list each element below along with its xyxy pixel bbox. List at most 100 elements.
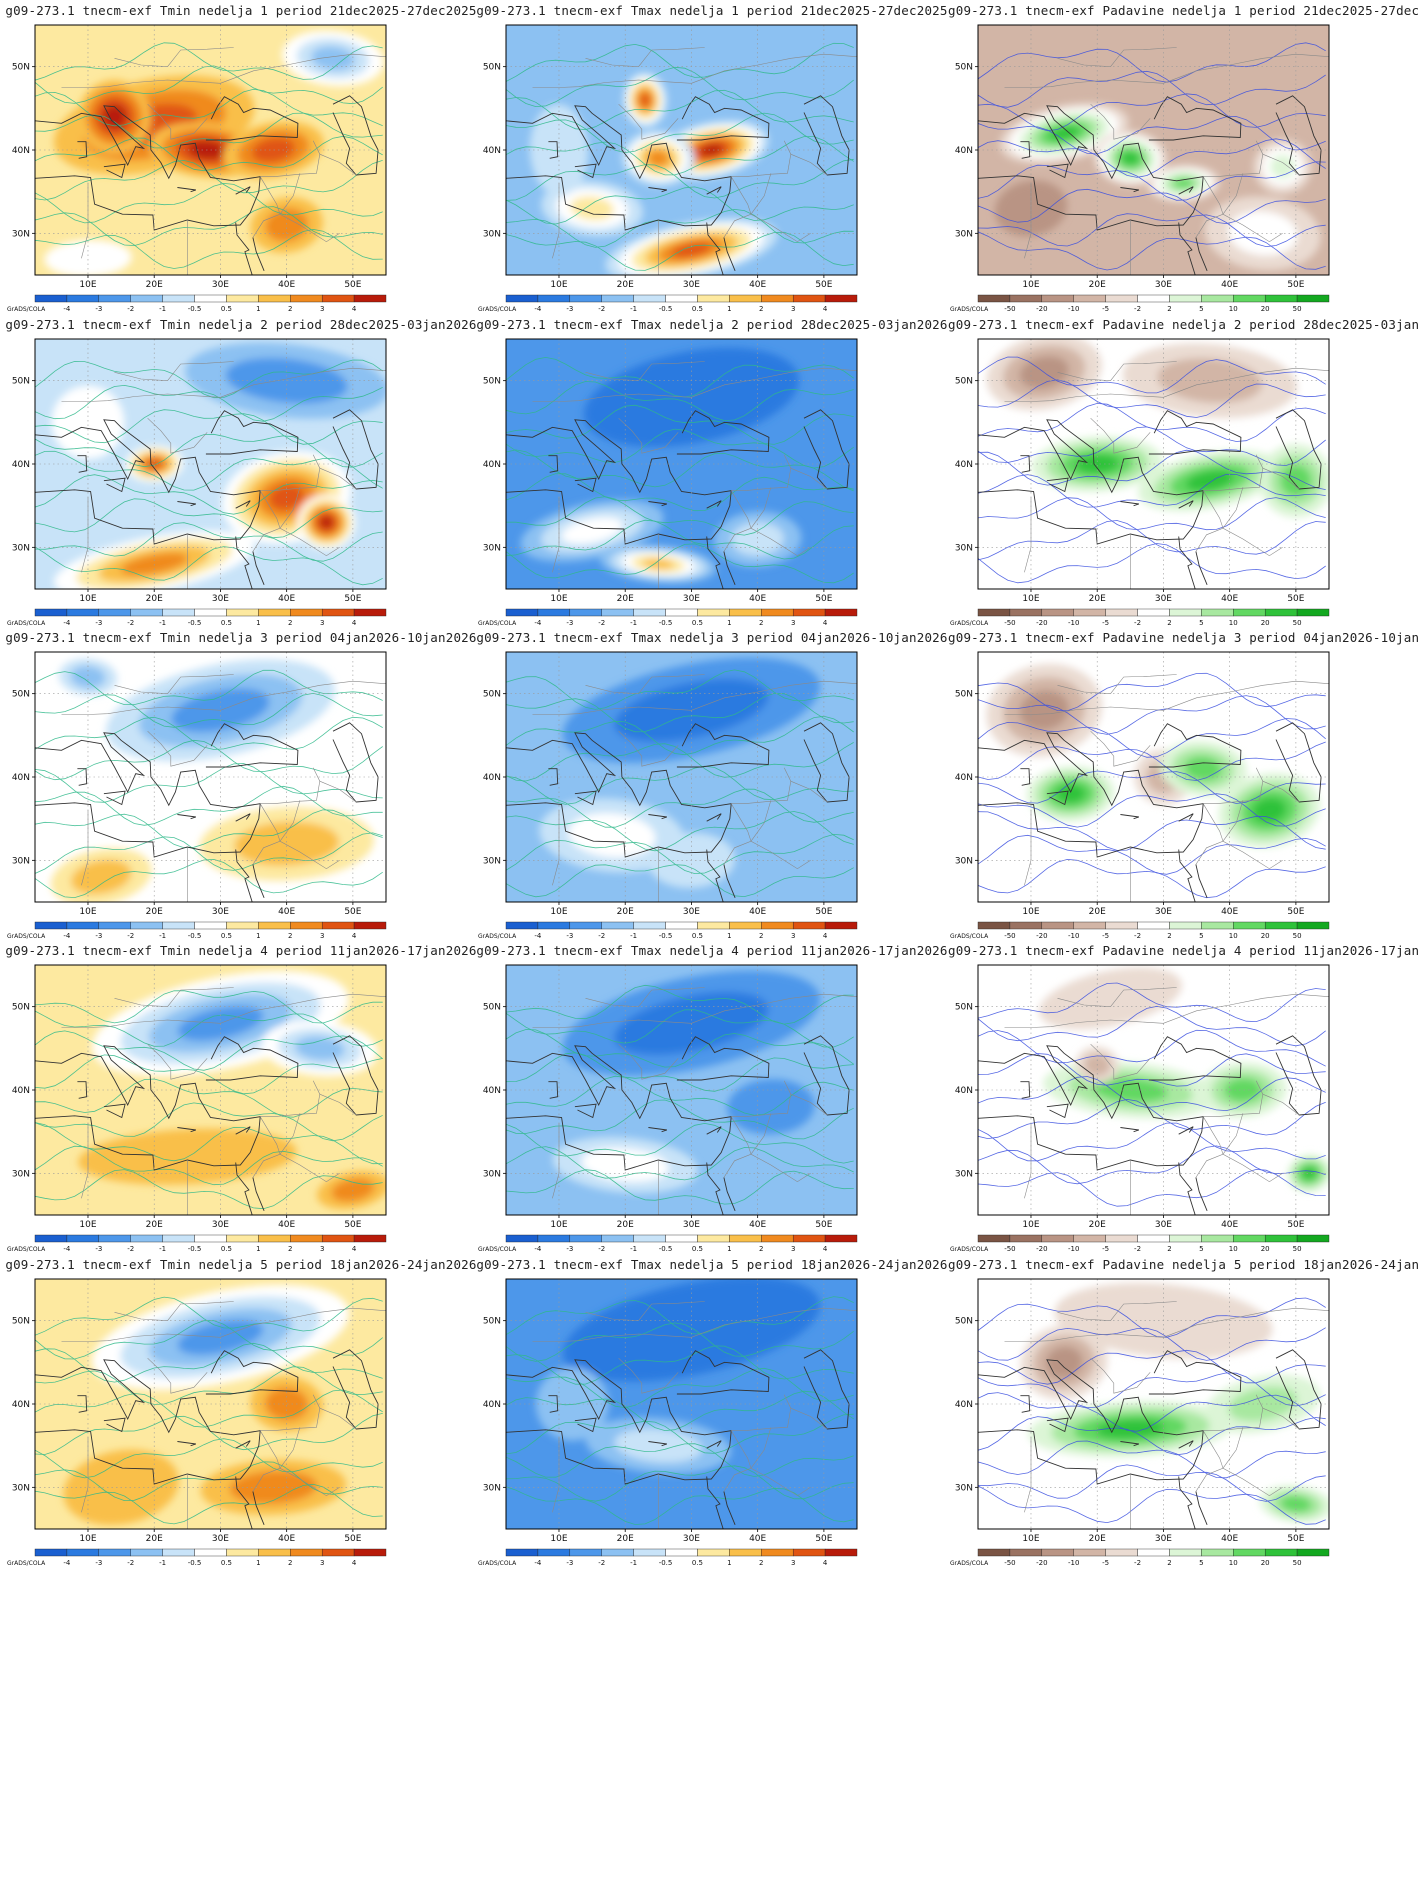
country-border	[1004, 53, 1329, 88]
colorbar-swatch	[824, 1234, 858, 1243]
contour-line	[978, 213, 1326, 248]
contour-line	[978, 356, 1326, 394]
contour-line	[506, 208, 854, 248]
longitude-label: 40E	[278, 594, 295, 604]
colorbar-label: -2	[127, 305, 134, 313]
coastline	[1020, 455, 1031, 473]
contour-line	[978, 672, 1326, 712]
longitude-label: 30E	[683, 1220, 700, 1230]
colorbar-swatch	[1073, 921, 1106, 930]
latitude-label: 40N	[955, 773, 973, 783]
colorbar-label: -4	[534, 619, 542, 627]
colorbar-label: 4	[823, 619, 828, 627]
colorbar-swatch	[761, 294, 794, 303]
contour-line	[978, 473, 1326, 508]
longitude-label: 20E	[1089, 907, 1106, 917]
colorbar-label: -2	[598, 619, 605, 627]
longitude-label: 20E	[146, 594, 163, 604]
contour-line	[978, 231, 1326, 271]
contour-line	[35, 1030, 383, 1071]
contour-line	[35, 1342, 383, 1383]
country-border	[279, 800, 301, 842]
country-border	[1057, 361, 1177, 382]
colorbar-swatch	[665, 294, 698, 303]
colorbar-swatch	[290, 921, 323, 930]
country-border	[1222, 173, 1244, 215]
grads-tag: GrADS/COLA	[7, 306, 46, 313]
colorbar-swatch	[569, 1548, 602, 1557]
colorbar-label: -20	[1036, 1559, 1047, 1567]
contour-line	[35, 669, 383, 705]
colorbar-label: 1	[727, 932, 731, 940]
colorbar-label: -5	[1102, 932, 1109, 940]
contour-line	[978, 1145, 1326, 1185]
colorbar-swatch	[1201, 1548, 1234, 1557]
colorbar-swatch	[194, 294, 227, 303]
contour-line	[978, 1076, 1326, 1112]
colorbar-label: 4	[352, 619, 357, 627]
colorbar-swatch	[1233, 294, 1266, 303]
longitude-label: 50E	[344, 594, 361, 604]
colorbar-label: 5	[1199, 1245, 1203, 1253]
contour-line	[506, 1146, 854, 1181]
coastline	[1120, 1127, 1140, 1133]
latitude-label: 30N	[955, 1169, 973, 1179]
country-border	[1262, 467, 1300, 490]
map-panel: g09-273.1 tnecm-exf Padavine nedelja 1 p…	[948, 0, 1420, 375]
contour-line	[978, 497, 1326, 531]
coastline	[77, 141, 88, 159]
contour-line	[35, 1010, 383, 1047]
colorbar-label: -0.5	[659, 932, 673, 940]
colorbar-label: 20	[1261, 1245, 1270, 1253]
colorbar-swatch	[1169, 608, 1202, 617]
grads-tag: GrADS/COLA	[478, 933, 517, 940]
colorbar-label: -2	[598, 305, 605, 313]
country-border	[1202, 803, 1224, 842]
country-border	[1262, 1407, 1300, 1430]
contour-line	[978, 161, 1326, 201]
country-border	[259, 803, 281, 842]
colorbar-label: 2	[288, 1559, 292, 1567]
map-panel: g09-273.1 tnecm-exf Padavine nedelja 3 p…	[948, 627, 1420, 1002]
map-title: g09-273.1 tnecm-exf Tmax nedelja 3 perio…	[476, 630, 948, 645]
colorbar-swatch	[1073, 608, 1106, 617]
coastline	[723, 551, 736, 585]
longitude-label: 10E	[550, 907, 567, 917]
coastline	[803, 1349, 850, 1430]
colorbar-label: 3	[791, 619, 795, 627]
coastline	[235, 1476, 253, 1529]
colorbar-label: 1	[727, 1245, 731, 1253]
country-border	[790, 153, 828, 176]
colorbar-swatch	[729, 921, 762, 930]
coastline	[235, 813, 251, 822]
colorbar-swatch	[130, 608, 163, 617]
map-panel: g09-273.1 tnecm-exf Tmax nedelja 3 perio…	[476, 627, 948, 1002]
contour-line	[506, 1367, 854, 1409]
colorbar-swatch	[321, 294, 355, 303]
contour-line	[506, 765, 854, 805]
colorbar-label: -2	[127, 619, 134, 627]
contour-line	[978, 42, 1326, 83]
grads-tag: GrADS/COLA	[7, 620, 46, 627]
contour-line	[506, 1122, 854, 1164]
country-border	[1004, 680, 1329, 715]
coastline	[205, 723, 299, 768]
coastline	[648, 187, 668, 193]
anomaly-region	[648, 150, 669, 166]
colorbar-label: -1	[159, 305, 166, 313]
longitude-label: 10E	[79, 1220, 96, 1230]
coastline	[1046, 1103, 1069, 1119]
colorbar-label: -10	[1068, 1245, 1079, 1253]
map-canvas: 50N 40N 30N 10E 20E 30E 40E 50E -4 -3 -2 -1 -0.5 0.5 1…	[7, 338, 387, 627]
contour-line	[35, 1389, 383, 1428]
colorbar-swatch	[321, 1548, 355, 1557]
coastline	[574, 1417, 597, 1433]
country-border	[1222, 487, 1244, 529]
colorbar-swatch	[697, 921, 730, 930]
country-border	[790, 1093, 828, 1116]
country-border	[279, 1427, 301, 1469]
colorbar-label: 1	[727, 1559, 731, 1567]
colorbar-label: -5	[1102, 619, 1109, 627]
colorbar-swatch	[1009, 1234, 1043, 1243]
